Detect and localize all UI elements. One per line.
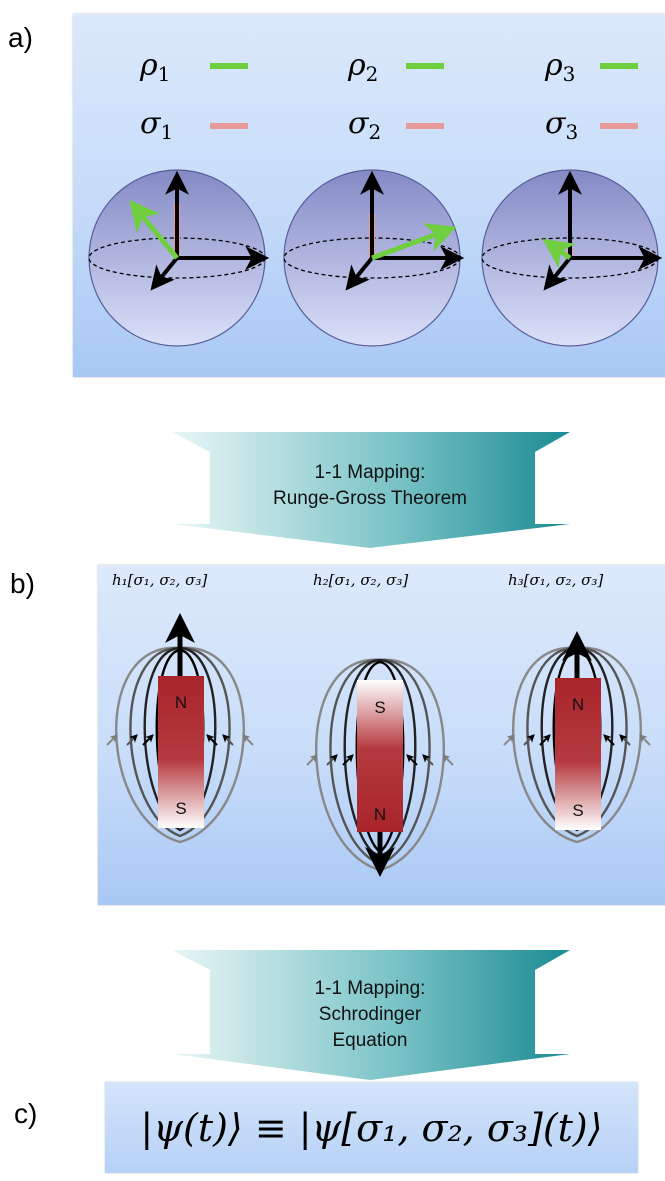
- magnet-1-top-pole: N: [175, 693, 187, 712]
- magnet-3-bar: [555, 678, 601, 830]
- rho-2-vector: [371, 223, 457, 261]
- magnet-3-bottom-pole: S: [572, 801, 583, 820]
- rho-3-vector: [542, 238, 576, 269]
- magnet-2: S N: [306, 658, 454, 878]
- panel-label-b: b): [10, 568, 35, 599]
- magnet-2-bar: [357, 680, 403, 832]
- magnet-2-top-pole: S: [374, 698, 385, 717]
- field-line-outer: [512, 646, 642, 844]
- legend-3: ρ3 σ3: [544, 48, 638, 144]
- mapping-1-line-1: 1-1 Mapping:: [315, 462, 426, 483]
- hamiltonian-2-label: h₂[σ₁, σ₂, σ₃]: [313, 571, 408, 589]
- panel-label-c: c): [14, 1098, 38, 1129]
- wavefunction-equation: |ψ(t)⟩ ≡ |ψ[σ₁, σ₂, σ₃](t)⟩: [105, 1082, 638, 1173]
- magnet-1-bar: [158, 676, 204, 828]
- equation-text: |ψ(t)⟩ ≡ |ψ[σ₁, σ₂, σ₃](t)⟩: [140, 1105, 603, 1150]
- rho-1-label: ρ1: [139, 48, 170, 86]
- mapping-arrow-2: 1-1 Mapping: Schrodinger Equation: [172, 950, 570, 1080]
- mapping-2-line-3: Equation: [332, 1030, 407, 1051]
- sigma-3-label: σ3: [545, 106, 578, 144]
- rho-1-vector: [129, 200, 179, 260]
- rho-2-label: ρ2: [347, 48, 378, 86]
- magnet-1: N S: [106, 612, 254, 844]
- field-line-outer: [115, 646, 245, 844]
- magnet-3: N S: [503, 630, 651, 844]
- mapping-1-line-2: Runge-Gross Theorem: [273, 488, 467, 509]
- magnet-1-bottom-pole: S: [175, 799, 186, 818]
- mapping-2-line-1: 1-1 Mapping:: [315, 978, 426, 999]
- y-axis-1: [150, 256, 179, 291]
- mapping-arrow-1: 1-1 Mapping: Runge-Gross Theorem: [172, 432, 570, 548]
- mapping-2-line-2: Schrodinger: [319, 1004, 422, 1025]
- field-line-middle: [129, 646, 231, 838]
- bloch-sphere-3: [481, 169, 663, 347]
- field-line-inner: [143, 646, 217, 832]
- bloch-sphere-1: [88, 169, 270, 347]
- sigma-2-label: σ2: [348, 106, 381, 144]
- hamiltonian-1-label: h₁[σ₁, σ₂, σ₃]: [112, 571, 207, 589]
- magnet-3-top-pole: N: [572, 695, 584, 714]
- panel-label-a: a): [8, 22, 33, 53]
- legend-1: ρ1 σ1: [139, 48, 248, 144]
- legend-2: ρ2 σ2: [347, 48, 444, 144]
- sigma-1-label: σ1: [140, 106, 173, 144]
- rho-3-label: ρ3: [544, 48, 575, 86]
- y-axis-2: [345, 256, 374, 291]
- hamiltonian-3-label: h₃[σ₁, σ₂, σ₃]: [508, 571, 603, 589]
- field-line-middle: [526, 646, 628, 838]
- magnet-2-bottom-pole: N: [374, 805, 386, 824]
- panel-c-background: [105, 1082, 638, 1173]
- bloch-sphere-2: [283, 169, 465, 347]
